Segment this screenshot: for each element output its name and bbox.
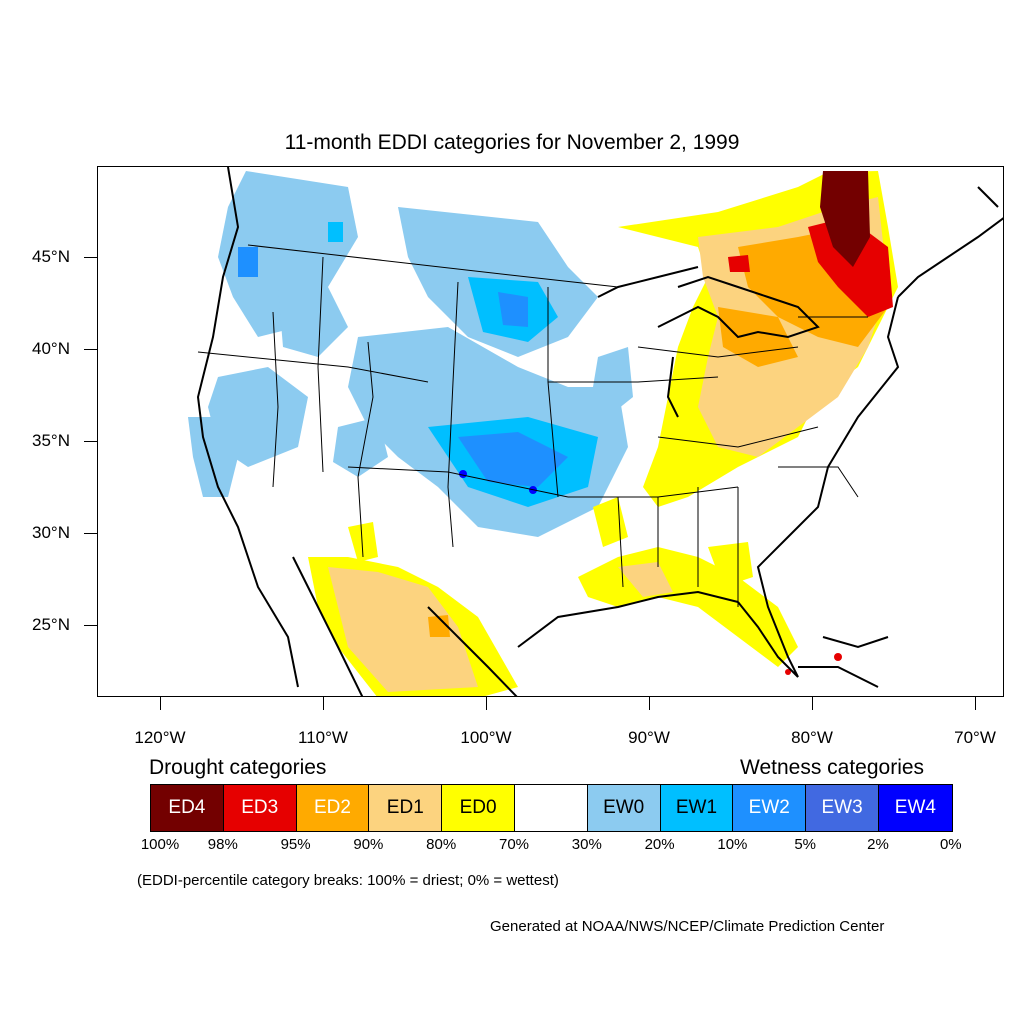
break-label: 98% [207,836,238,853]
lat-tick-40 [84,349,97,350]
category-note: (EDDI-percentile category breaks: 100% =… [137,872,559,889]
lon-tick-100 [486,697,487,710]
legend-box-ew1: EW1 [660,785,734,831]
lat-label-25: 25°N [32,615,70,634]
lat-tick-35 [84,441,97,442]
break-label: 5% [794,836,817,853]
lon-label-120: 120°W [134,728,186,747]
lat-tick-30 [84,533,97,534]
legend-box-ew3: EW3 [806,785,879,831]
break-label: 30% [571,836,602,853]
category-legend: ED4 ED3 ED2 ED1 ED0 EW0 EW1 EW2 EW3 EW4 [150,784,953,832]
break-label: 0% [939,836,962,853]
lon-tick-80 [812,697,813,710]
lon-tick-120 [160,697,161,710]
break-label: 100% [140,836,180,853]
break-label: 2% [867,836,889,853]
break-label: 70% [498,836,530,853]
eddi-map [97,166,1004,697]
break-label: 10% [717,836,748,853]
legend-box-normal [514,785,588,831]
lat-label-45: 45°N [32,247,70,266]
legend-box-ew0: EW0 [587,785,661,831]
legend-box-ed4: ED4 [151,785,224,831]
ed3-regions [728,217,893,675]
lon-label-110: 110°W [298,728,348,747]
drought-heading: Drought categories [149,756,327,779]
legend-box-ed2: ED2 [296,785,370,831]
state-boundaries [197,244,868,607]
break-label: 20% [644,836,675,853]
break-label: 95% [280,836,311,853]
lat-label-35: 35°N [32,431,70,450]
lat-label-40: 40°N [32,339,70,358]
lon-label-90: 90°W [628,728,670,747]
credit-line: Generated at NOAA/NWS/NCEP/Climate Predi… [490,918,885,935]
lon-label-70: 70°W [954,728,996,747]
legend-box-ew4: EW4 [878,785,952,831]
lon-label-80: 80°W [791,728,833,747]
lon-tick-70 [975,697,976,710]
ed4-regions [820,171,870,267]
break-label: 90% [353,836,384,853]
lat-tick-45 [84,257,97,258]
legend-box-ed1: ED1 [369,785,443,831]
legend-box-ed0: ED0 [442,785,515,831]
lon-tick-110 [323,697,324,710]
lon-label-100: 100°W [460,728,512,747]
ew2-regions [238,247,568,487]
break-label: 80% [426,836,457,853]
legend-box-ew2: EW2 [733,785,807,831]
lon-tick-90 [649,697,650,710]
coastlines [196,167,1003,696]
map-canvas [188,167,1003,696]
wetness-heading: Wetness categories [740,756,925,779]
lat-tick-25 [84,625,97,626]
map-title: 11-month EDDI categories for November 2,… [284,131,740,154]
lat-label-30: 30°N [32,523,70,542]
legend-box-ed3: ED3 [223,785,297,831]
